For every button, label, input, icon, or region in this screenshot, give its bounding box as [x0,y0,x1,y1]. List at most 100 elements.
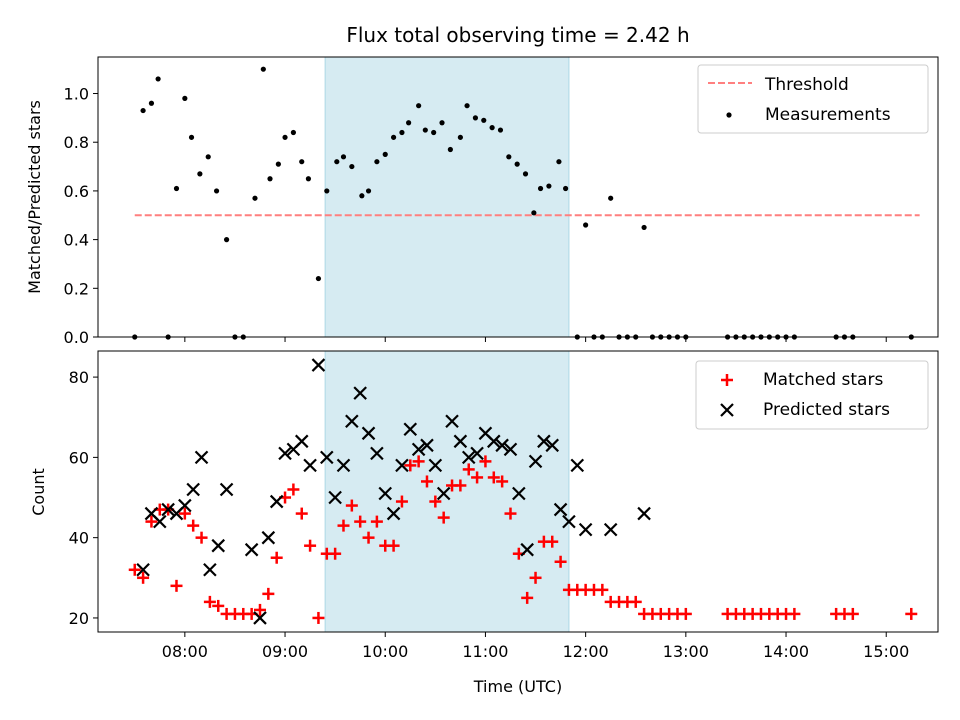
measurement-point [140,107,146,114]
y-tick-label: 60 [69,448,89,467]
predicted-star-point [294,434,309,449]
measurement-point [457,134,463,140]
measurement-point [514,161,520,167]
predicted-star-point [303,458,317,473]
measurement-point [390,134,397,140]
matched-star-point [629,595,642,608]
top-y-axis-label: Matched/Predicted stars [25,100,44,294]
matched-star-point [420,475,433,488]
measurement-point [148,100,155,106]
measurement-point [506,154,512,160]
measurement-point [290,129,296,136]
legend-matched-swatch [721,374,733,386]
matched-star-point [187,519,200,532]
matched-star-point [295,507,308,520]
predicted-star-point [411,442,426,457]
figure-title: Flux total observing time = 2.42 h [346,23,689,47]
matched-star-point [479,455,492,468]
matched-star-point [387,539,400,552]
y-tick-label: 0.2 [64,279,89,298]
predicted-star-point [219,482,234,497]
matched-stars-series [128,455,918,624]
measurement-point [365,188,372,194]
top-y-axis: 0.0 0.2 0.4 0.6 0.8 1.0 [64,85,98,347]
matched-star-point [337,519,350,532]
predicted-star-point [436,486,451,501]
measurement-point [431,129,437,136]
matched-star-point [178,507,191,520]
y-tick-label: 40 [69,529,89,548]
matched-star-point [270,551,283,564]
matched-star-point [437,511,450,524]
predicted-star-point [537,434,551,449]
matched-star-point [212,599,225,612]
matched-star-point [170,579,183,592]
matched-star-point [137,571,150,584]
measurement-point [340,154,347,160]
predicted-star-point [320,450,334,465]
measurement-point [537,185,544,192]
y-tick-label: 0.0 [64,328,89,347]
matched-star-point [145,515,158,528]
predicted-star-point [203,563,217,577]
predicted-star-point [553,502,568,517]
measurement-point [447,146,453,153]
matched-star-point [203,595,216,608]
y-tick-label: 20 [69,609,89,628]
top-legend: Threshold Measurements [697,64,929,134]
measurement-point [382,151,388,157]
measurement-point [489,125,495,131]
predicted-stars-series [136,358,651,625]
matched-star-point [195,531,208,544]
measurement-point [299,159,305,165]
matched-star-point [395,495,408,508]
measurement-point [275,161,281,167]
y-tick-label: 0.4 [64,231,89,250]
legend-matched-label: Matched stars [763,370,883,390]
measurement-point [359,193,365,199]
predicted-star-point [153,514,167,529]
matched-star-point [262,587,275,600]
top-legend-frame [697,64,929,134]
measurement-point [182,95,188,101]
measurement-point [324,188,330,194]
matched-star-point [471,471,484,484]
legend-predicted-swatch [720,403,734,417]
legend-measurements-swatch [726,112,732,118]
predicted-star-point [328,490,342,505]
measurement-point [374,159,380,165]
matched-star-point [905,607,918,620]
measurement-point [260,66,266,72]
matched-star-point [487,471,500,484]
predicted-star-point [269,494,284,509]
matched-star-point [846,607,859,620]
matched-star-point [596,583,609,596]
measurement-point [223,237,230,243]
predicted-star-point [528,454,543,469]
predicted-star-point [445,414,459,429]
matched-star-point [429,495,442,508]
matched-star-point [362,531,375,544]
matched-star-point [454,479,467,492]
measurement-point [252,195,258,201]
predicted-star-point [378,486,393,501]
matched-star-point [287,483,300,496]
matched-star-point [546,535,559,548]
bottom-x-axis: 08:00 09:00 10:00 11:00 12:00 13:00 14:00 15:00 [162,632,909,661]
predicted-star-point [261,530,276,545]
matched-star-point [788,607,801,620]
measurement-point [556,159,562,165]
predicted-star-point [470,446,484,461]
measurement-point [472,115,479,121]
legend-predicted-label: Predicted stars [763,400,890,420]
measurement-point [213,188,220,194]
predicted-star-point [420,438,434,453]
measurement-point [188,134,195,140]
predicted-star-point [311,358,326,372]
predicted-star-point [395,458,409,473]
y-tick-label: 1.0 [64,85,89,104]
predicted-star-point [386,506,401,521]
predicted-star-point [637,506,651,521]
predicted-star-point [487,434,501,449]
top-shaded-region [324,56,570,338]
